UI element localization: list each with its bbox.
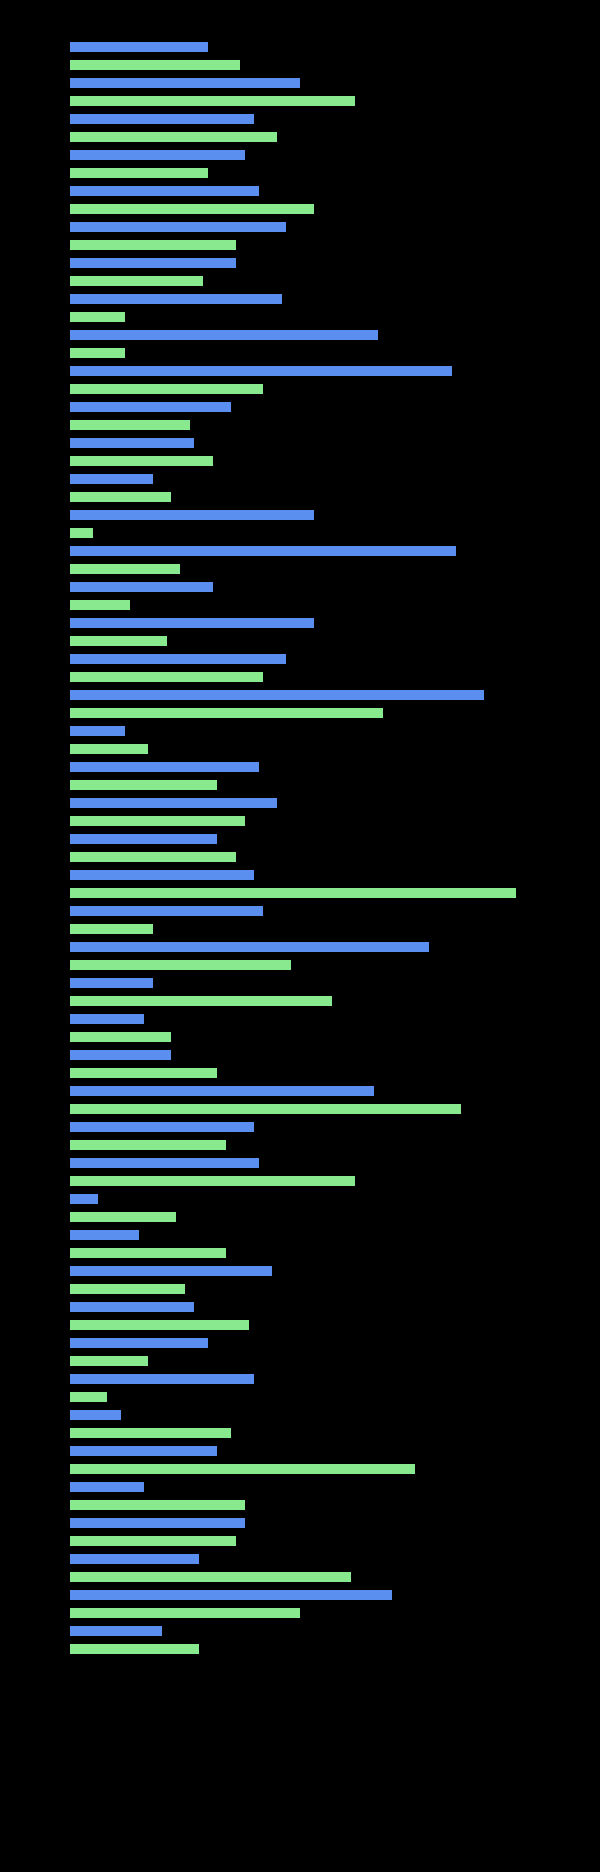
bar-89 [70,1644,199,1654]
bar-20 [70,402,231,412]
bar-35 [70,672,263,682]
bar-33 [70,636,167,646]
bar-52 [70,978,153,988]
bar-18 [70,366,452,376]
bar-2 [70,78,300,88]
bar-87 [70,1608,300,1618]
bar-21 [70,420,190,430]
bar-44 [70,834,217,844]
bar-68 [70,1266,272,1276]
bar-59 [70,1104,461,1114]
bar-43 [70,816,245,826]
bar-3 [70,96,355,106]
bar-71 [70,1320,249,1330]
bar-55 [70,1032,171,1042]
bar-66 [70,1230,139,1240]
bar-51 [70,960,291,970]
bar-38 [70,726,125,736]
bar-37 [70,708,383,718]
bar-58 [70,1086,374,1096]
bar-36 [70,690,484,700]
bar-48 [70,906,263,916]
bar-56 [70,1050,171,1060]
bar-41 [70,780,217,790]
bar-65 [70,1212,176,1222]
bar-30 [70,582,213,592]
bar-0 [70,42,208,52]
bar-14 [70,294,282,304]
bar-61 [70,1140,226,1150]
bar-63 [70,1176,355,1186]
bar-4 [70,114,254,124]
bar-6 [70,150,245,160]
bar-1 [70,60,240,70]
bar-82 [70,1518,245,1528]
bar-8 [70,186,259,196]
bar-77 [70,1428,231,1438]
bar-11 [70,240,236,250]
bar-49 [70,924,153,934]
bar-40 [70,762,259,772]
bar-74 [70,1374,254,1384]
bar-57 [70,1068,217,1078]
bar-23 [70,456,213,466]
bar-17 [70,348,125,358]
bar-81 [70,1500,245,1510]
bar-69 [70,1284,185,1294]
bar-60 [70,1122,254,1132]
bar-22 [70,438,194,448]
bar-50 [70,942,429,952]
bar-24 [70,474,153,484]
bar-78 [70,1446,217,1456]
bar-80 [70,1482,144,1492]
bar-75 [70,1392,107,1402]
horizontal-bar-chart [0,0,600,1872]
bar-72 [70,1338,208,1348]
bar-79 [70,1464,415,1474]
bar-64 [70,1194,98,1204]
bar-88 [70,1626,162,1636]
bar-15 [70,312,125,322]
bar-10 [70,222,286,232]
bar-67 [70,1248,226,1258]
bar-19 [70,384,263,394]
bar-13 [70,276,203,286]
bar-53 [70,996,332,1006]
bar-39 [70,744,148,754]
bar-26 [70,510,314,520]
bar-12 [70,258,236,268]
bar-25 [70,492,171,502]
bar-76 [70,1410,121,1420]
bar-83 [70,1536,236,1546]
bar-31 [70,600,130,610]
bar-70 [70,1302,194,1312]
bar-47 [70,888,516,898]
bar-73 [70,1356,148,1366]
bar-5 [70,132,277,142]
bar-45 [70,852,236,862]
bar-32 [70,618,314,628]
bar-28 [70,546,456,556]
bar-16 [70,330,378,340]
bar-85 [70,1572,351,1582]
bar-84 [70,1554,199,1564]
bar-27 [70,528,93,538]
bar-29 [70,564,180,574]
bar-46 [70,870,254,880]
bar-34 [70,654,286,664]
bar-9 [70,204,314,214]
bar-42 [70,798,277,808]
bar-62 [70,1158,259,1168]
bar-54 [70,1014,144,1024]
bar-7 [70,168,208,178]
bar-86 [70,1590,392,1600]
